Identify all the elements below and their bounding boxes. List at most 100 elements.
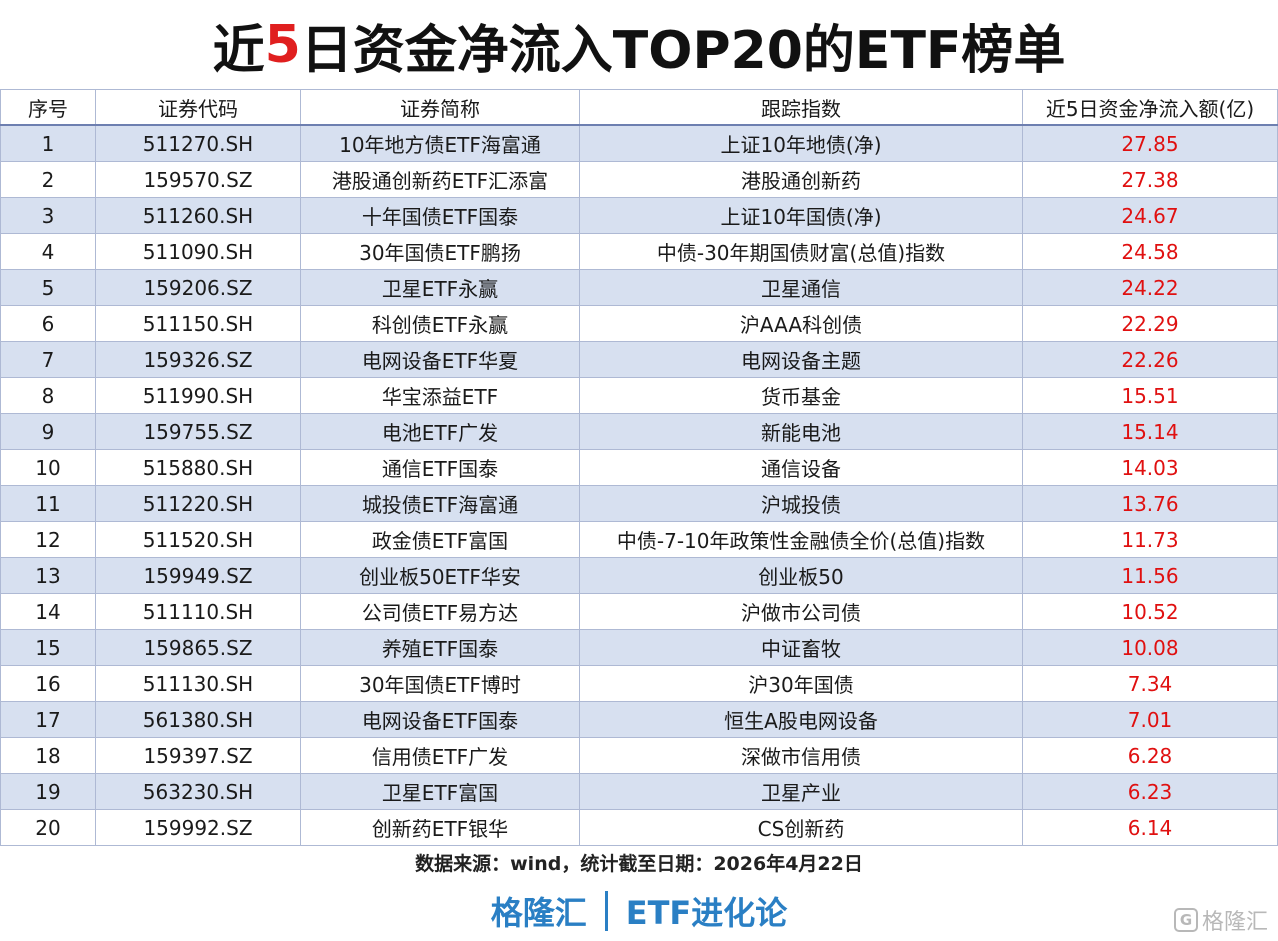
- table-row: 3 511260.SH 十年国债ETF国泰 上证10年国债(净) 24.67: [0, 197, 1278, 234]
- cell-rank: 6: [0, 305, 96, 342]
- cell-code: 159755.SZ: [95, 413, 301, 450]
- cell-net-inflow: 22.26: [1022, 341, 1278, 378]
- cell-name: 电网设备ETF华夏: [300, 341, 580, 378]
- cell-net-inflow: 11.56: [1022, 557, 1278, 594]
- cell-name: 信用债ETF广发: [300, 737, 580, 774]
- header-code: 证券代码: [95, 89, 301, 126]
- table-row: 19 563230.SH 卫星ETF富国 卫星产业 6.23: [0, 773, 1278, 810]
- cell-code: 159570.SZ: [95, 161, 301, 198]
- brand-name: 格隆汇: [490, 894, 587, 932]
- title-highlight: 5: [264, 15, 301, 75]
- cell-rank: 10: [0, 449, 96, 486]
- etf-ranking-table: 序号 证券代码 证券简称 跟踪指数 近5日资金净流入额(亿) 1 511270.S…: [0, 89, 1278, 846]
- cell-index: 卫星产业: [579, 773, 1023, 810]
- cell-net-inflow: 15.14: [1022, 413, 1278, 450]
- cell-rank: 7: [0, 341, 96, 378]
- cell-code: 561380.SH: [95, 701, 301, 738]
- brand-divider: [604, 891, 608, 931]
- cell-index: 沪AAA科创债: [579, 305, 1023, 342]
- cell-rank: 16: [0, 665, 96, 702]
- table-row: 5 159206.SZ 卫星ETF永赢 卫星通信 24.22: [0, 269, 1278, 306]
- table-row: 1 511270.SH 10年地方债ETF海富通 上证10年地债(净) 27.85: [0, 124, 1278, 162]
- table-row: 7 159326.SZ 电网设备ETF华夏 电网设备主题 22.26: [0, 341, 1278, 378]
- table-row: 4 511090.SH 30年国债ETF鹏扬 中债-30年期国债财富(总值)指数 24.…: [0, 233, 1278, 270]
- cell-name: 港股通创新药ETF汇添富: [300, 161, 580, 198]
- cell-index: 通信设备: [579, 449, 1023, 486]
- cell-net-inflow: 24.58: [1022, 233, 1278, 270]
- cell-code: 511220.SH: [95, 485, 301, 522]
- cell-rank: 20: [0, 809, 96, 846]
- cell-name: 30年国债ETF鹏扬: [300, 233, 580, 270]
- cell-name: 10年地方债ETF海富通: [300, 124, 580, 162]
- cell-rank: 19: [0, 773, 96, 810]
- cell-rank: 11: [0, 485, 96, 522]
- cell-net-inflow: 14.03: [1022, 449, 1278, 486]
- cell-index: 新能电池: [579, 413, 1023, 450]
- cell-name: 华宝添益ETF: [300, 377, 580, 414]
- watermark-text: 格隆汇: [1201, 910, 1268, 935]
- header-name: 证券简称: [300, 89, 580, 126]
- cell-rank: 2: [0, 161, 96, 198]
- cell-name: 城投债ETF海富通: [300, 485, 580, 522]
- table-row: 12 511520.SH 政金债ETF富国 中债-7-10年政策性金融债全价(总值)指…: [0, 521, 1278, 558]
- header-rank: 序号: [0, 89, 96, 126]
- cell-name: 创新药ETF银华: [300, 809, 580, 846]
- cell-net-inflow: 11.73: [1022, 521, 1278, 558]
- cell-code: 563230.SH: [95, 773, 301, 810]
- cell-name: 公司债ETF易方达: [300, 593, 580, 630]
- cell-net-inflow: 24.67: [1022, 197, 1278, 234]
- cell-code: 159206.SZ: [95, 269, 301, 306]
- cell-name: 电网设备ETF国泰: [300, 701, 580, 738]
- cell-rank: 15: [0, 629, 96, 666]
- cell-net-inflow: 6.23: [1022, 773, 1278, 810]
- data-source-note: 数据来源：wind，统计截至日期：2026年4月22日: [415, 853, 863, 875]
- table-row: 9 159755.SZ 电池ETF广发 新能电池 15.14: [0, 413, 1278, 450]
- cell-name: 政金债ETF富国: [300, 521, 580, 558]
- cell-net-inflow: 24.22: [1022, 269, 1278, 306]
- cell-code: 159397.SZ: [95, 737, 301, 774]
- cell-rank: 1: [0, 124, 96, 162]
- cell-net-inflow: 6.28: [1022, 737, 1278, 774]
- cell-code: 511990.SH: [95, 377, 301, 414]
- cell-index: 创业板50: [579, 557, 1023, 594]
- cell-name: 电池ETF广发: [300, 413, 580, 450]
- table-row: 18 159397.SZ 信用债ETF广发 深做市信用债 6.28: [0, 737, 1278, 774]
- cell-net-inflow: 22.29: [1022, 305, 1278, 342]
- cell-code: 511270.SH: [95, 124, 301, 162]
- table-row: 10 515880.SH 通信ETF国泰 通信设备 14.03: [0, 449, 1278, 486]
- cell-name: 养殖ETF国泰: [300, 629, 580, 666]
- cell-net-inflow: 27.85: [1022, 124, 1278, 162]
- table-row: 20 159992.SZ 创新药ETF银华 CS创新药 6.14: [0, 809, 1278, 846]
- cell-index: 中债-30年期国债财富(总值)指数: [579, 233, 1023, 270]
- cell-index: 深做市信用债: [579, 737, 1023, 774]
- cell-code: 159949.SZ: [95, 557, 301, 594]
- cell-net-inflow: 10.08: [1022, 629, 1278, 666]
- table-row: 6 511150.SH 科创债ETF永赢 沪AAA科创债 22.29: [0, 305, 1278, 342]
- cell-index: 上证10年地债(净): [579, 124, 1023, 162]
- cell-code: 511110.SH: [95, 593, 301, 630]
- cell-rank: 3: [0, 197, 96, 234]
- cell-net-inflow: 27.38: [1022, 161, 1278, 198]
- cell-index: 沪城投债: [579, 485, 1023, 522]
- cell-net-inflow: 7.01: [1022, 701, 1278, 738]
- title-suffix: 日资金净流入TOP20的ETF榜单: [300, 20, 1066, 81]
- cell-index: 沪30年国债: [579, 665, 1023, 702]
- cell-rank: 4: [0, 233, 96, 270]
- cell-rank: 17: [0, 701, 96, 738]
- cell-index: 电网设备主题: [579, 341, 1023, 378]
- cell-index: 沪做市公司债: [579, 593, 1023, 630]
- cell-index: 上证10年国债(净): [579, 197, 1023, 234]
- header-index: 跟踪指数: [579, 89, 1023, 126]
- cell-name: 30年国债ETF博时: [300, 665, 580, 702]
- cell-code: 511150.SH: [95, 305, 301, 342]
- cell-rank: 18: [0, 737, 96, 774]
- cell-name: 创业板50ETF华安: [300, 557, 580, 594]
- page-title: 近 5 日资金净流入TOP20的ETF榜单: [0, 6, 1278, 84]
- table-body: 1 511270.SH 10年地方债ETF海富通 上证10年地债(净) 27.85 2 15…: [0, 124, 1278, 846]
- cell-code: 511130.SH: [95, 665, 301, 702]
- cell-name: 十年国债ETF国泰: [300, 197, 580, 234]
- brand-column-name: ETF进化论: [625, 894, 788, 932]
- watermark: G 格隆汇: [1173, 904, 1268, 936]
- cell-rank: 5: [0, 269, 96, 306]
- table-row: 17 561380.SH 电网设备ETF国泰 恒生A股电网设备 7.01: [0, 701, 1278, 738]
